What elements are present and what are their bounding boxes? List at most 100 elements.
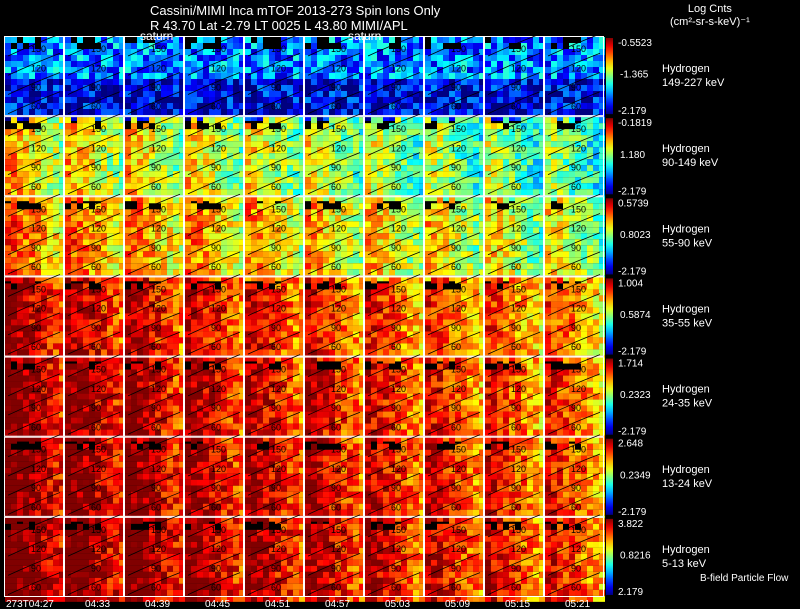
- heatmap-cell: [329, 221, 335, 228]
- heatmap-cell: [131, 295, 137, 302]
- heatmap-cell: [161, 43, 167, 49]
- heatmap-cell: [479, 129, 485, 136]
- panel-border: [4, 196, 64, 277]
- heatmap-cell: [341, 103, 347, 109]
- heatmap-cell: [161, 233, 167, 240]
- heatmap-cell: [263, 289, 269, 296]
- heatmap-cell: [353, 245, 359, 252]
- heatmap-cell: [233, 43, 239, 49]
- pitch-angle-contour: [187, 251, 241, 275]
- heatmap-cell: [251, 171, 257, 178]
- heatmap-cell: [137, 221, 143, 228]
- heatmap-cell: [131, 141, 137, 148]
- heatmap-cell: [95, 319, 101, 326]
- heatmap-cell: [53, 189, 59, 196]
- heatmap-cell: [179, 197, 185, 204]
- heatmap-cell: [257, 129, 263, 136]
- heatmap-cell: [365, 177, 371, 184]
- heatmap-cell: [29, 61, 35, 67]
- heatmap-cell: [191, 147, 197, 154]
- pitch-angle-contour: [67, 52, 121, 76]
- heatmap-cell: [137, 61, 143, 67]
- heatmap-cell: [233, 263, 239, 270]
- heatmap-cell: [539, 97, 545, 103]
- heatmap-cell: [509, 67, 515, 73]
- heatmap-cell: [575, 215, 581, 222]
- heatmap-cell: [593, 43, 599, 49]
- heatmap-cell: [203, 117, 209, 124]
- heatmap-cell: [497, 141, 503, 148]
- heatmap-cell: [311, 239, 317, 246]
- heatmap-cell: [149, 147, 155, 154]
- heatmap-cell: [251, 239, 257, 246]
- heatmap-cell: [569, 55, 575, 61]
- heatmap-cell: [71, 301, 77, 308]
- heatmap-cell: [503, 171, 509, 178]
- heatmap-cell: [287, 203, 293, 210]
- heatmap-cell: [239, 67, 245, 73]
- heatmap-cell: [233, 67, 239, 73]
- heatmap-cell: [119, 55, 125, 61]
- heatmap-cell: [269, 103, 275, 109]
- heatmap-cell: [221, 221, 227, 228]
- heatmap-cell: [197, 97, 203, 103]
- heatmap-cell: [503, 269, 509, 276]
- heatmap-cell: [269, 233, 275, 240]
- pitch-angle-contour: [487, 152, 541, 175]
- heatmap-cell: [11, 147, 17, 154]
- heatmap-cell: [395, 141, 401, 148]
- heatmap-cell: [419, 153, 425, 160]
- heatmap-cell: [227, 103, 233, 109]
- heatmap-cell: [209, 109, 215, 115]
- pitch-angle-contour: [247, 33, 301, 57]
- heatmap-cell: [443, 61, 449, 67]
- pitch-angle-contour: [7, 232, 61, 256]
- heatmap-cell: [389, 55, 395, 61]
- heatmap-cell: [497, 159, 503, 166]
- heatmap-cell: [275, 67, 281, 73]
- heatmap-cell: [227, 61, 233, 67]
- heatmap-cell: [455, 103, 461, 109]
- heatmap-cell: [53, 177, 59, 184]
- heatmap-cell: [401, 129, 407, 136]
- pitch-angle-contour: [187, 274, 241, 297]
- heatmap-cell: [227, 85, 233, 91]
- heatmap-cell: [17, 183, 23, 190]
- heatmap-cell: [479, 165, 485, 172]
- heatmap-cell: [299, 109, 305, 115]
- heatmap-cell: [101, 227, 107, 234]
- heatmap-cell: [335, 91, 341, 97]
- heatmap-cell: [305, 251, 311, 258]
- heatmap-cell: [5, 313, 11, 320]
- heatmap-cell: [569, 103, 575, 109]
- colorbar: [606, 118, 613, 195]
- heatmap-cell: [569, 171, 575, 178]
- heatmap-cell: [185, 251, 191, 258]
- heatmap-cell: [53, 349, 59, 356]
- heatmap-cell: [455, 251, 461, 258]
- heatmap-cell: [485, 85, 491, 91]
- contour-label: 90: [151, 163, 161, 173]
- contour-label: 90: [31, 323, 41, 333]
- heatmap-cell: [563, 165, 569, 172]
- heatmap-cell: [47, 135, 53, 142]
- heatmap-cell: [377, 103, 383, 109]
- heatmap-cell: [251, 153, 257, 160]
- heatmap-cell: [299, 135, 305, 142]
- heatmap-cell: [479, 117, 485, 124]
- heatmap-cell: [455, 263, 461, 270]
- heatmap-cell: [341, 221, 347, 228]
- heatmap-cell: [71, 349, 77, 356]
- heatmap-cell: [245, 115, 251, 121]
- heatmap-cell: [137, 171, 143, 178]
- heatmap-cell: [569, 209, 575, 216]
- heatmap-cell: [401, 79, 407, 85]
- heatmap-cell: [41, 269, 47, 276]
- heatmap-cell: [203, 109, 209, 115]
- heatmap-cell: [533, 85, 539, 91]
- heatmap-cell: [23, 307, 29, 314]
- heatmap-cell: [413, 203, 419, 210]
- heatmap-cell: [365, 197, 371, 204]
- heatmap-cell: [251, 257, 257, 264]
- heatmap-cell: [455, 165, 461, 172]
